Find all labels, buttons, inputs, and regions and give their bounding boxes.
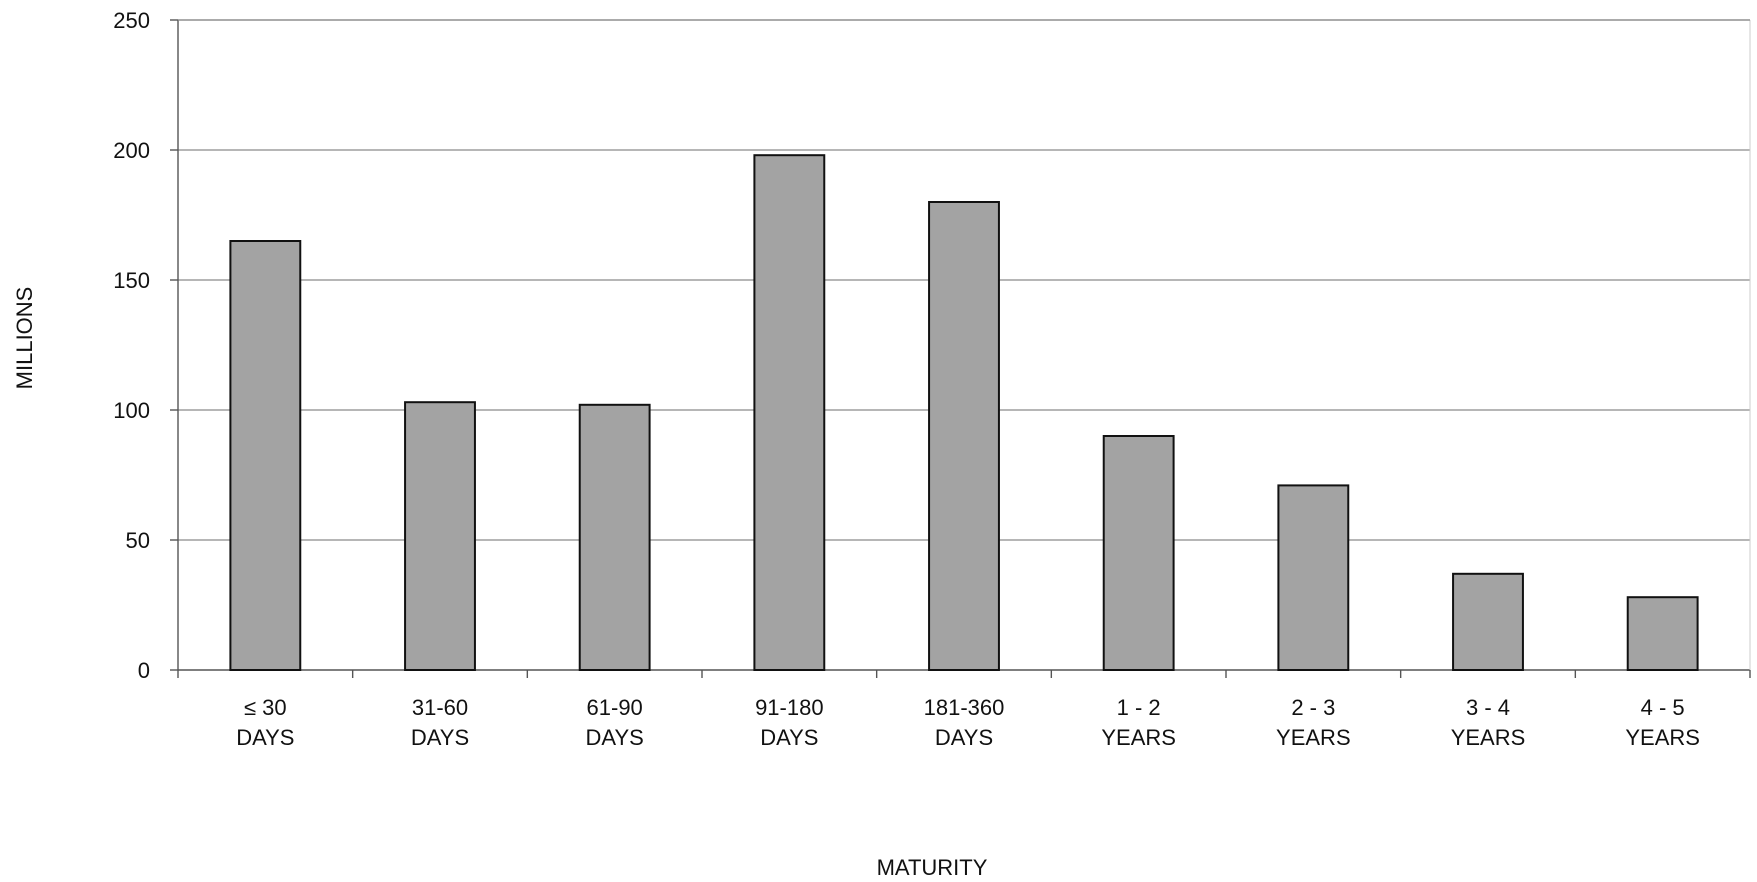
x-tick-label: YEARS: [1625, 725, 1700, 750]
bar: [1102, 435, 1175, 671]
y-tick-label: 150: [113, 268, 150, 293]
y-tick-label: 100: [113, 398, 150, 423]
x-axis-title: MATURITY: [877, 855, 988, 880]
bar: [1452, 572, 1524, 671]
x-tick-label: 1 - 2: [1117, 695, 1161, 720]
bar: [1626, 596, 1699, 672]
x-tick-label: 31-60: [412, 695, 468, 720]
x-tick-label: DAYS: [236, 725, 294, 750]
y-tick-label: 250: [113, 8, 150, 33]
x-tick-label: 181-360: [924, 695, 1005, 720]
bar: [1277, 484, 1350, 671]
x-tick-label: YEARS: [1451, 725, 1526, 750]
bar: [404, 401, 476, 671]
bar: [578, 403, 651, 671]
x-tick-label: 2 - 3: [1291, 695, 1335, 720]
x-tick-label: 61-90: [587, 695, 643, 720]
x-tick-label: ≤ 30: [244, 695, 287, 720]
bars: [229, 154, 1699, 672]
x-tick-label: YEARS: [1101, 725, 1176, 750]
x-tick-label: DAYS: [586, 725, 644, 750]
x-tick-labels: ≤ 30 DAYS 31-60 DAYS 61-90 DAYS 91-180 DAYS 181-…: [236, 695, 1700, 750]
y-tick-label: 50: [126, 528, 150, 553]
y-tick-label: 200: [113, 138, 150, 163]
x-tick-label: 91-180: [755, 695, 824, 720]
y-tick-label: 0: [138, 658, 150, 683]
x-tick-label: YEARS: [1276, 725, 1351, 750]
x-tick-label: 4 - 5: [1641, 695, 1685, 720]
bar: [753, 154, 826, 671]
bar: [229, 240, 302, 671]
x-tick-label: 3 - 4: [1466, 695, 1510, 720]
y-tick-labels: 0 50 100 150 200 250: [113, 8, 150, 683]
y-axis-title: MILLIONS: [12, 287, 37, 390]
x-tick-label: DAYS: [935, 725, 993, 750]
x-tick-label: DAYS: [411, 725, 469, 750]
bar: [928, 201, 1000, 671]
x-tick-label: DAYS: [760, 725, 818, 750]
